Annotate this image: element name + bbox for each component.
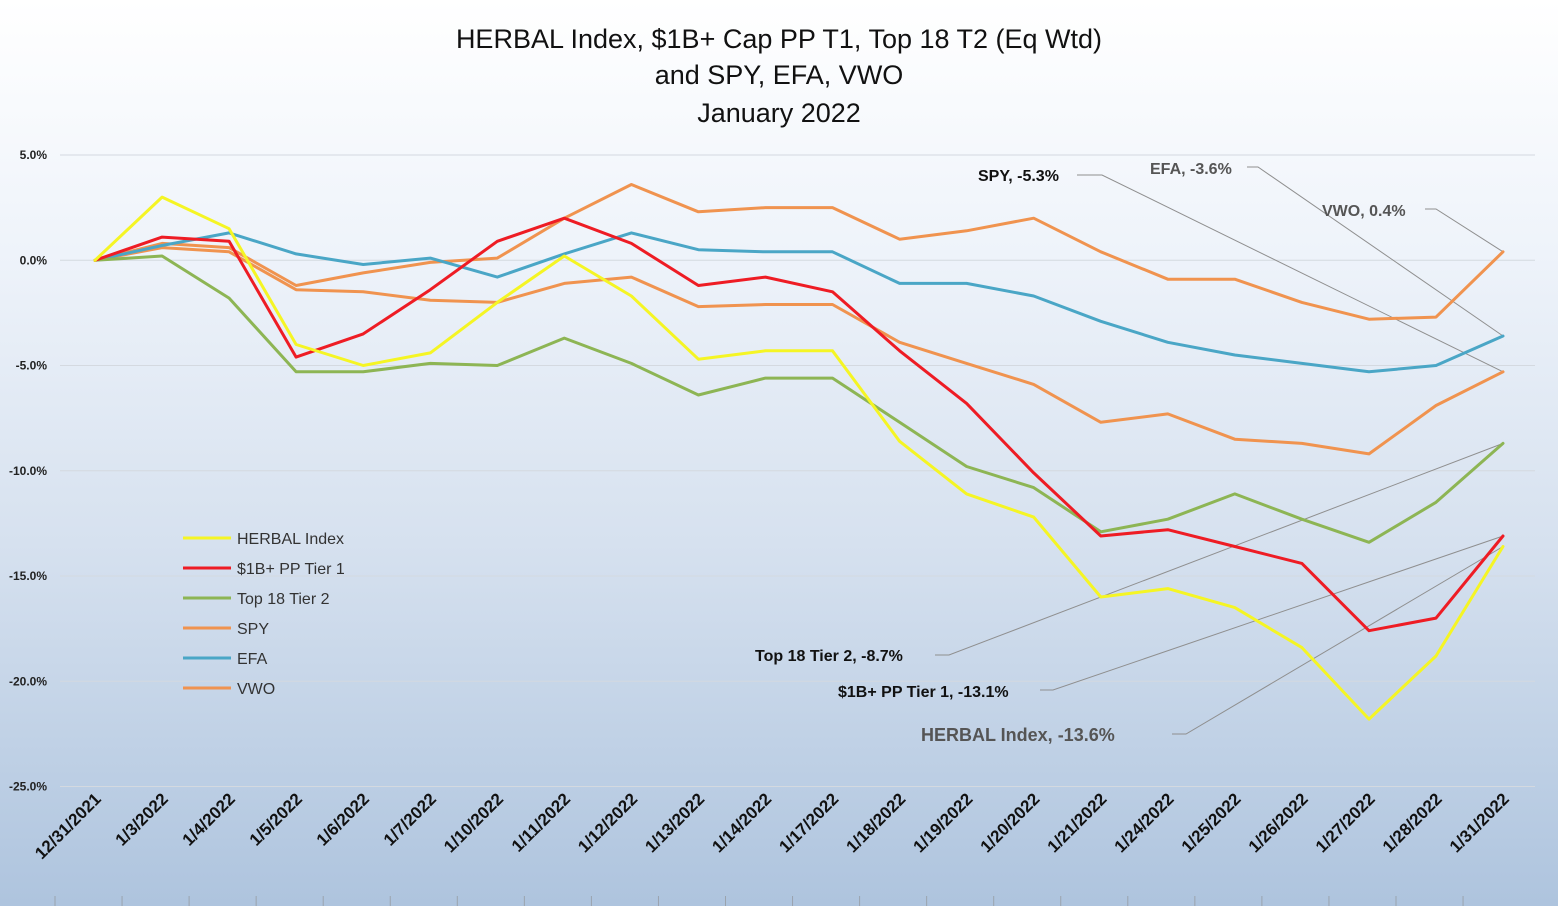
legend-label-herbal-index: HERBAL Index [237,531,344,548]
annotation-top-18-tier-2: Top 18 Tier 2, -8.7% [755,648,903,665]
y-axis-ticks: 5.0% 0.0% -5.0% -10.0% -15.0% -20.0% -25.0% [9,148,47,794]
x-tick-label: 1/6/2022 [313,789,373,849]
gridlines [60,154,1535,787]
legend-label-vwo: VWO [237,681,275,698]
x-tick-label: 1/5/2022 [246,789,306,849]
annotations: SPY, -5.3% EFA, -3.6% VWO, 0.4% Top 18 Tier… [755,161,1406,745]
legend-label-spy: SPY [237,621,269,638]
x-tick-label: 1/28/2022 [1379,789,1446,856]
x-tick-label: 1/25/2022 [1178,789,1245,856]
x-tick-label: 1/14/2022 [708,789,775,856]
chart-title-line-3: January 2022 [697,98,861,128]
x-tick-label: 1/4/2022 [179,789,239,849]
series-line-top-18-tier-2 [93,254,1505,544]
y-tick-label: -20.0% [9,674,47,688]
leader-line-vwo [1425,208,1504,253]
series-line-1b-pp-tier-1 [93,216,1505,633]
legend-label-top-18-tier-2: Top 18 Tier 2 [237,591,330,608]
leader-line-herbal-index [1172,546,1504,735]
x-axis-ticks: 12/31/2021 1/3/2022 1/4/2022 1/5/2022 1/6/20… [31,789,1513,906]
y-tick-label: 5.0% [20,148,48,162]
annotation-leader-lines [935,166,1504,735]
series-line-spy [93,246,1505,456]
x-tick-label: 1/21/2022 [1044,789,1111,856]
legend-label-1b-pp-tier-1: $1B+ PP Tier 1 [237,561,345,578]
y-tick-label: -10.0% [9,464,47,478]
x-tick-label: 1/26/2022 [1245,789,1312,856]
legend: HERBAL Index $1B+ PP Tier 1 Top 18 Tier 2 S… [183,531,345,698]
chart-title: HERBAL Index, $1B+ Cap PP T1, Top 18 T2 … [456,24,1102,128]
y-tick-label: -15.0% [9,569,47,583]
x-tick-label: 1/12/2022 [574,789,641,856]
leader-line-spy [1077,174,1504,373]
x-tick-label: 1/13/2022 [641,789,708,856]
series-line-vwo [93,183,1505,321]
y-tick-label: 0.0% [20,253,48,267]
x-tick-label: 1/31/2022 [1446,789,1513,856]
chart-title-line-2: and SPY, EFA, VWO [655,60,904,90]
annotation-1b-pp-tier-1: $1B+ PP Tier 1, -13.1% [838,684,1009,701]
x-tick-label: 1/27/2022 [1312,789,1379,856]
x-tick-label: 1/18/2022 [843,789,910,856]
series-lines [93,183,1505,721]
annotation-efa: EFA, -3.6% [1150,161,1232,178]
annotation-herbal-index: HERBAL Index, -13.6% [921,725,1115,745]
x-tick-label: 1/19/2022 [910,789,977,856]
x-tick-label: 1/17/2022 [775,789,842,856]
x-tick-label: 1/10/2022 [440,789,507,856]
leader-line-efa [1247,166,1504,337]
y-tick-label: -25.0% [9,780,47,794]
leader-line-top-18-tier-2 [935,442,1504,656]
y-tick-label: -5.0% [16,359,48,373]
x-tick-label: 1/24/2022 [1111,789,1178,856]
series-line-efa [93,231,1505,374]
chart-title-line-1: HERBAL Index, $1B+ Cap PP T1, Top 18 T2 … [456,24,1102,54]
x-tick-label: 1/11/2022 [508,789,574,855]
leader-line-1b-pp-tier-1 [1040,535,1504,691]
legend-label-efa: EFA [237,651,268,668]
x-tick-label: 1/20/2022 [977,789,1044,856]
x-tick-label: 1/7/2022 [380,789,440,849]
x-tick-label: 12/31/2021 [31,789,105,863]
annotation-vwo: VWO, 0.4% [1322,203,1406,220]
x-tick-label: 1/3/2022 [112,789,172,849]
annotation-spy: SPY, -5.3% [978,168,1059,185]
series-line-herbal-index [93,195,1505,721]
